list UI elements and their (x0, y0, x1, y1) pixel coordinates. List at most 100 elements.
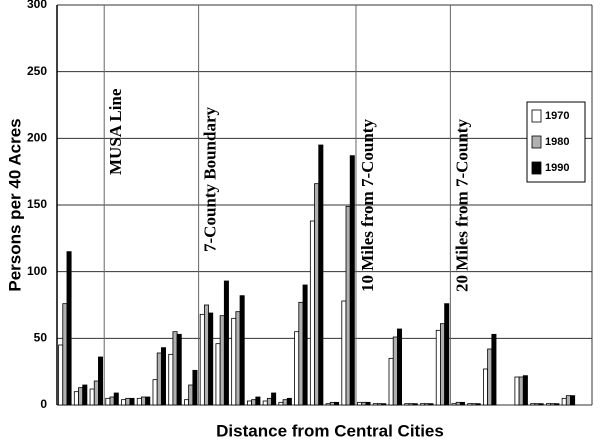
bar (491, 333, 497, 406)
bar (349, 155, 355, 406)
bar (309, 220, 315, 406)
bar (341, 300, 347, 406)
bar (105, 397, 111, 406)
legend-swatch (531, 161, 542, 175)
bar (141, 396, 147, 406)
y-tick-label: 200 (27, 131, 47, 145)
bar (302, 284, 308, 406)
bar (392, 336, 398, 406)
bar (172, 331, 178, 406)
bar (121, 399, 127, 406)
bar (235, 311, 241, 406)
bar (487, 348, 493, 406)
bar (93, 380, 99, 406)
legend-label: 1990 (545, 162, 569, 174)
bar (298, 301, 304, 406)
bar (251, 399, 257, 406)
bar (554, 403, 560, 406)
bar (318, 144, 324, 406)
bar (136, 397, 142, 406)
bar (530, 403, 536, 406)
bar (62, 303, 68, 406)
bar (203, 304, 209, 406)
y-tick-label: 250 (27, 64, 47, 78)
bar (125, 397, 131, 406)
bar (168, 353, 174, 406)
bar (365, 401, 371, 406)
bar (286, 397, 292, 406)
bar (372, 403, 378, 406)
bar (428, 403, 434, 406)
bar (89, 388, 95, 406)
annotation: 20 Miles from 7-County (452, 119, 471, 292)
bar (404, 403, 410, 406)
y-axis-title: Persons per 40 Acres (5, 118, 24, 291)
bar (334, 401, 340, 406)
bar (184, 399, 190, 406)
bar (282, 399, 288, 406)
bar (412, 403, 418, 406)
bar (294, 331, 300, 406)
bar (239, 295, 245, 406)
y-tick-label: 100 (27, 264, 47, 278)
annotation: 10 Miles from 7-County (358, 119, 377, 292)
bar (550, 403, 556, 406)
bar (278, 401, 284, 406)
bar (66, 251, 72, 406)
bar (408, 403, 414, 406)
bar (215, 343, 221, 406)
bar (522, 375, 528, 406)
bar (160, 347, 166, 406)
annotation: MUSA Line (106, 88, 125, 175)
bar (345, 205, 351, 406)
bar (82, 384, 88, 406)
bar (266, 397, 272, 406)
bar (361, 401, 367, 406)
bar (192, 369, 198, 406)
bar (199, 313, 205, 406)
bar (219, 315, 225, 406)
bar (455, 401, 461, 406)
bar (377, 403, 383, 406)
bar (314, 183, 320, 406)
bar (113, 392, 119, 406)
bar (388, 357, 394, 406)
bar (545, 403, 551, 406)
bar (325, 403, 331, 406)
bar (156, 352, 162, 406)
bar (329, 401, 335, 406)
bar (246, 400, 252, 406)
bar (73, 391, 79, 406)
bar (514, 376, 520, 406)
legend-label: 1970 (545, 110, 569, 122)
bar (475, 403, 481, 406)
bar (565, 395, 571, 406)
legend-label: 1980 (545, 136, 569, 148)
bar (381, 403, 387, 406)
legend-swatch (531, 109, 542, 123)
bar (440, 323, 446, 406)
bar (451, 403, 457, 406)
bar (223, 280, 229, 406)
bar (397, 328, 403, 406)
bar (444, 303, 450, 406)
bar (467, 403, 473, 406)
bar (420, 403, 426, 406)
bar (538, 403, 544, 406)
bar (271, 392, 277, 406)
bar (483, 368, 489, 406)
bar (145, 396, 151, 406)
y-tick-label: 0 (40, 397, 47, 411)
y-tick-label: 300 (27, 0, 47, 11)
y-tick-label: 150 (27, 197, 47, 211)
bar (357, 401, 363, 406)
bar (561, 397, 567, 406)
bar (262, 400, 268, 406)
bar (534, 403, 540, 406)
bar (518, 376, 524, 406)
y-tick-label: 50 (34, 331, 48, 345)
bar (129, 397, 135, 406)
legend-swatch (531, 135, 542, 149)
bar (78, 387, 84, 406)
